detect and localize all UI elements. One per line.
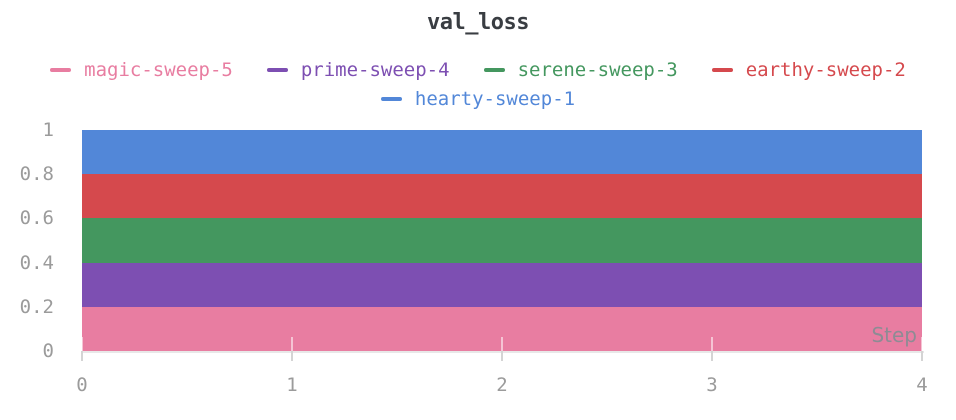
chart-title: val_loss	[427, 10, 529, 35]
legend-item-magic-sweep-5[interactable]: magic-sweep-5	[50, 57, 233, 83]
x-axis-title: Step	[871, 323, 917, 347]
y-tick-label: 0	[42, 340, 54, 362]
x-tick-mark-inner	[711, 337, 713, 351]
legend: magic-sweep-5 prime-sweep-4 serene-sweep-3…	[0, 57, 956, 112]
legend-row: hearty-sweep-1	[0, 86, 956, 112]
y-tick-label: 1	[42, 119, 54, 141]
legend-marker-line	[266, 68, 288, 72]
legend-item-label: earthy-sweep-2	[745, 59, 906, 81]
legend-item-prime-sweep-4[interactable]: prime-sweep-4	[266, 57, 450, 83]
x-tick-label: 2	[496, 374, 508, 396]
y-tick-label: 0.6	[19, 207, 54, 230]
legend-marker-line	[380, 97, 402, 101]
x-tick-mark-inner	[921, 337, 923, 351]
legend-item-serene-sweep-3[interactable]: serene-sweep-3	[483, 57, 678, 83]
x-tick-mark	[921, 351, 923, 361]
x-tick-mark-inner	[501, 337, 503, 351]
y-tick-label: 0.8	[19, 163, 54, 186]
legend-marker-line	[711, 68, 733, 72]
legend-item-earthy-sweep-2[interactable]: earthy-sweep-2	[711, 57, 906, 83]
legend-marker-line	[483, 68, 505, 72]
legend-marker-line	[50, 68, 72, 72]
x-tick-mark-inner	[291, 337, 293, 351]
legend-item-label: prime-sweep-4	[300, 59, 450, 81]
legend-row: magic-sweep-5 prime-sweep-4 serene-sweep-3…	[0, 57, 956, 83]
legend-item-hearty-sweep-1[interactable]: hearty-sweep-1	[380, 86, 576, 112]
x-tick-mark	[501, 351, 503, 361]
y-tick-label: 0.2	[19, 295, 54, 318]
x-tick-label: 1	[286, 374, 298, 396]
x-tick-mark	[81, 351, 83, 361]
legend-item-label: magic-sweep-5	[84, 59, 233, 81]
x-tick-label: 4	[916, 374, 928, 396]
y-tick-label: 0.4	[19, 251, 54, 274]
x-tick-mark	[711, 351, 713, 361]
x-tick-mark-inner	[81, 337, 83, 351]
x-tick-label: 0	[76, 374, 88, 396]
y-axis: 1 0.8 0.6 0.4 0.2 0	[0, 119, 56, 362]
legend-item-label: hearty-sweep-1	[414, 88, 576, 110]
plot-area[interactable]: Step	[81, 130, 923, 351]
x-tick-mark	[291, 351, 293, 361]
x-axis-line	[82, 351, 924, 353]
legend-item-label: serene-sweep-3	[517, 59, 678, 81]
x-tick-label: 3	[706, 374, 718, 396]
